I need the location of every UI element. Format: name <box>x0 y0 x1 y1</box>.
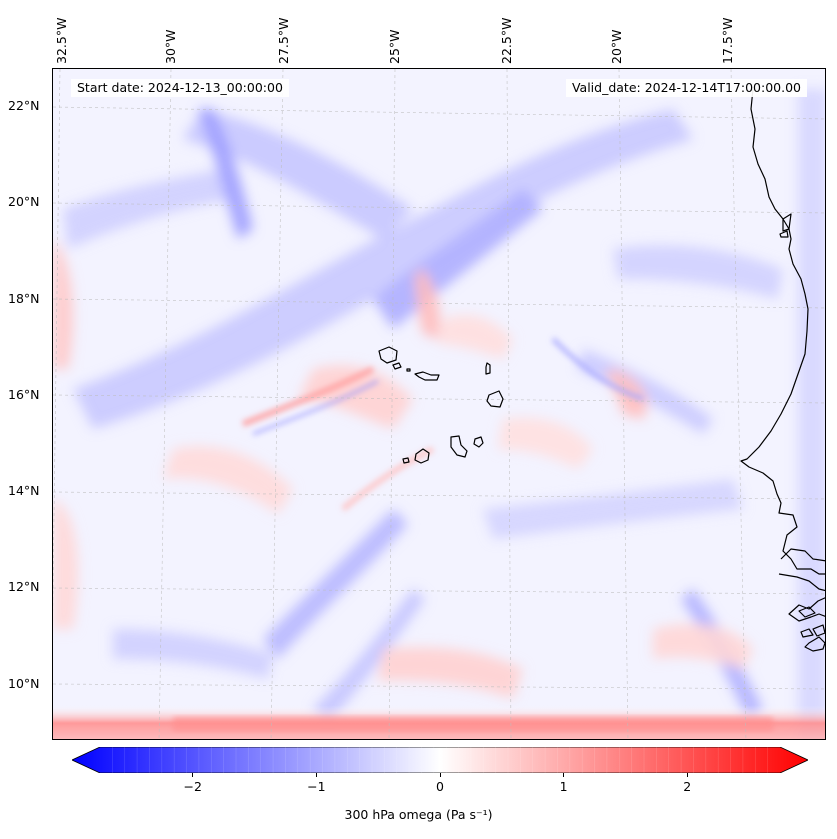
blue-band <box>313 589 425 724</box>
streaks <box>241 337 644 512</box>
island <box>779 230 789 238</box>
island-sal <box>485 362 491 375</box>
colorbar-label: 300 hPa omega (Pa s⁻¹) <box>344 807 493 822</box>
island-maio <box>473 436 484 448</box>
gridlines <box>53 69 825 739</box>
colorbar-tick-label: 0 <box>436 779 444 794</box>
africa-coastline <box>778 573 825 592</box>
island <box>800 628 814 638</box>
coastlines <box>378 88 825 652</box>
gridline <box>506 69 512 739</box>
blue-band <box>798 89 825 739</box>
map-panel: Start date: 2024-12-13_00:00:00 Valid_da… <box>52 68 826 740</box>
island-sao-nicolau <box>414 371 440 381</box>
africa-coastline <box>780 548 825 562</box>
gridline <box>270 69 284 739</box>
colorbar-tick-mark <box>563 773 565 777</box>
blue-band <box>183 109 413 239</box>
colorbar-tick-label: −2 <box>183 779 202 794</box>
latitude-label: 14°N <box>8 483 40 498</box>
blue-band <box>483 479 743 539</box>
blue-band <box>613 245 783 299</box>
blue-band <box>73 109 693 429</box>
island-santiago <box>450 435 468 458</box>
gridline <box>158 69 172 739</box>
blue-band <box>113 629 273 679</box>
start-date-label: Start date: 2024-12-13_00:00:00 <box>71 79 289 97</box>
island <box>804 636 825 652</box>
island <box>782 213 792 232</box>
red-patch <box>53 239 73 369</box>
omega-field-map <box>53 69 825 739</box>
colorbar-body <box>72 747 808 773</box>
red-patch <box>53 499 78 629</box>
blue-streak <box>551 337 644 402</box>
red-patch <box>498 417 593 469</box>
colorbar <box>72 747 808 773</box>
longitude-label: 30°W <box>163 29 178 64</box>
blue-streak <box>252 379 379 436</box>
longitude-label: 17.5°W <box>720 17 735 64</box>
colorbar-tick-label: −1 <box>307 779 326 794</box>
valid-date-label: Valid_date: 2024-12-14T17:00:00.00 <box>565 79 807 97</box>
latitude-label: 22°N <box>8 98 40 113</box>
omega-field <box>53 69 825 739</box>
blue-band <box>198 109 253 239</box>
island-boa-vista <box>486 390 504 408</box>
longitude-label: 25°W <box>387 29 402 64</box>
gridline <box>730 69 747 739</box>
island-santo-antao <box>378 346 398 364</box>
gridline <box>388 69 396 739</box>
colorbar-tick-mark <box>315 773 317 777</box>
longitude-label: 20°W <box>609 29 624 64</box>
red-patch <box>438 315 513 359</box>
island-fogo <box>414 448 430 464</box>
island-brava <box>402 457 410 464</box>
longitude-label: 32.5°W <box>54 17 69 64</box>
colorbar-tick-label: 1 <box>559 779 568 794</box>
red-streak <box>341 446 435 512</box>
latitude-label: 18°N <box>8 291 40 306</box>
island <box>812 624 825 637</box>
africa-coastline <box>788 597 825 622</box>
blue-band <box>263 509 408 659</box>
red-streak <box>241 366 375 427</box>
red-patch <box>163 446 293 514</box>
island-sao-vicente <box>392 362 402 370</box>
africa-coastline <box>740 88 825 575</box>
blue-band <box>373 189 543 329</box>
red-patch <box>378 647 523 699</box>
blue-band <box>63 169 233 249</box>
bottom-red-band-core <box>173 717 773 731</box>
island-santa-luzia <box>406 368 411 372</box>
red-patch <box>653 624 753 669</box>
colorbar-segments <box>112 747 768 773</box>
red-patch <box>298 365 413 429</box>
latitude-label: 12°N <box>8 579 40 594</box>
island <box>798 606 816 618</box>
gridline <box>53 69 61 615</box>
red-patch <box>415 269 440 339</box>
gridline <box>618 69 629 739</box>
colorbar-tick-mark <box>192 773 194 777</box>
latitude-label: 20°N <box>8 194 40 209</box>
latitude-label: 10°N <box>8 676 40 691</box>
longitude-label: 27.5°W <box>276 17 291 64</box>
longitude-label: 22.5°W <box>499 17 514 64</box>
colorbar-tick-label: 2 <box>683 779 692 794</box>
latitude-label: 16°N <box>8 387 40 402</box>
colorbar-tick-mark <box>686 773 688 777</box>
colorbar-tick-mark <box>439 773 441 777</box>
